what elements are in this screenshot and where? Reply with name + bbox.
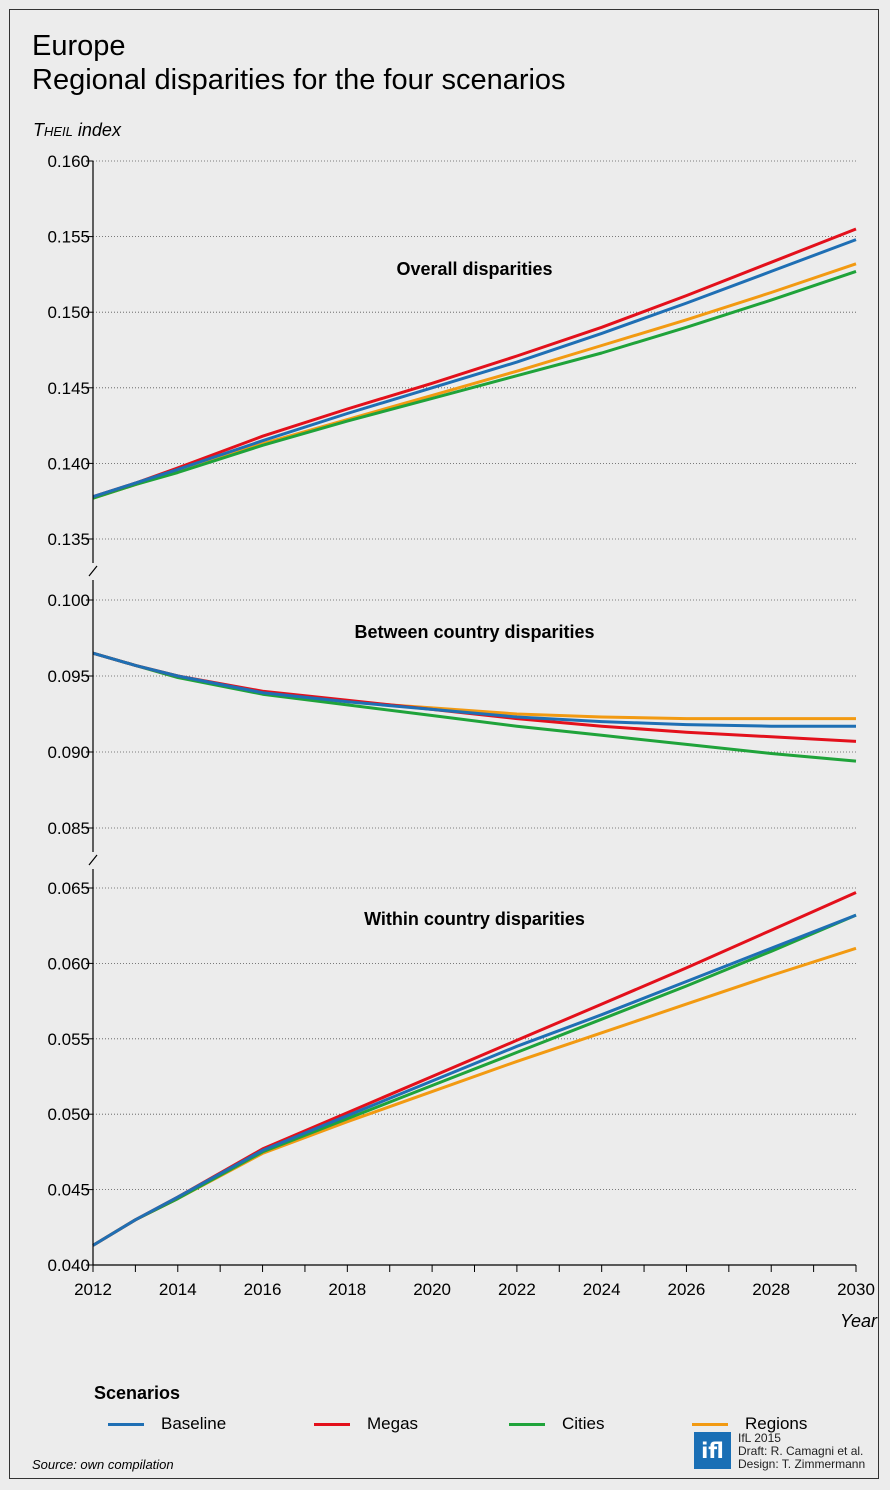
y-tick-label: 0.095 [47, 667, 90, 686]
y-axis-label-theil: Theil [33, 120, 73, 140]
series-line-baseline [92, 913, 857, 1247]
series-line-regions [92, 651, 856, 721]
y-axis-label-index: index [72, 120, 121, 140]
legend-item-baseline: Baseline [108, 1412, 226, 1436]
series-line-baseline [92, 651, 856, 728]
x-tick-label: 2028 [752, 1280, 790, 1299]
x-tick-label: 2014 [159, 1280, 197, 1299]
y-tick-label: 0.085 [47, 819, 90, 838]
y-tick-label: 0.145 [47, 379, 90, 398]
y-tick-label: 0.040 [47, 1256, 90, 1275]
series-line-cities [92, 913, 857, 1247]
panel-title: Within country disparities [364, 909, 585, 929]
credits: IfL 2015 Draft: R. Camagni et al. Design… [738, 1432, 865, 1471]
x-axis-label: Year [840, 1311, 878, 1331]
legend-title: Scenarios [94, 1383, 181, 1403]
y-tick-label: 0.140 [47, 454, 90, 473]
source-note: Source: own compilation [32, 1457, 174, 1472]
x-tick-label: 2012 [74, 1280, 112, 1299]
x-tick-label: 2016 [244, 1280, 282, 1299]
legend-label-baseline: Baseline [161, 1414, 227, 1433]
y-tick-label: 0.045 [47, 1181, 90, 1200]
series-line-cities [92, 651, 857, 763]
credit-line-3: Design: T. Zimmermann [738, 1457, 866, 1471]
legend-item-regions: Regions [692, 1412, 807, 1436]
y-tick-label: 0.065 [47, 879, 90, 898]
y-tick-label: 0.060 [47, 954, 90, 973]
x-tick-label: 2026 [668, 1280, 706, 1299]
series-line-cities [92, 269, 857, 500]
chart-title: Regional disparities for the four scenar… [32, 64, 566, 96]
series-line-megas [92, 651, 857, 743]
y-axis-label: Theil index [33, 120, 121, 141]
y-tick-label: 0.150 [47, 303, 90, 322]
legend-item-cities: Cities [509, 1412, 605, 1436]
legend-label-regions: Regions [745, 1414, 808, 1433]
legend-item-megas: Megas [314, 1412, 418, 1436]
y-tick-label: 0.135 [47, 530, 90, 549]
ifl-logo: ifl [694, 1432, 731, 1469]
y-tick-label: 0.055 [47, 1030, 90, 1049]
legend-swatch-baseline [108, 1422, 144, 1426]
legend-swatch-regions [692, 1422, 728, 1426]
panel-title: Between country disparities [354, 622, 594, 642]
y-tick-label: 0.090 [47, 743, 90, 762]
series-line-baseline [92, 238, 857, 499]
y-tick-label: 0.160 [47, 152, 90, 171]
axis-break-2 [88, 854, 98, 866]
credit-line-2: Draft: R. Camagni et al. [738, 1444, 864, 1458]
chart-frame [9, 9, 879, 1479]
y-tick-label: 0.100 [47, 591, 90, 610]
x-tick-label: 2020 [413, 1280, 451, 1299]
credit-line-1: IfL 2015 [738, 1431, 781, 1445]
legend-swatch-cities [509, 1422, 545, 1426]
panel-title: Overall disparities [396, 259, 552, 279]
y-tick-label: 0.050 [47, 1105, 90, 1124]
chart-supertitle: Europe [32, 30, 126, 62]
axis-break-1 [88, 565, 98, 577]
x-tick-label: 2024 [583, 1280, 621, 1299]
y-tick-label: 0.155 [47, 228, 90, 247]
x-tick-label: 2018 [328, 1280, 366, 1299]
x-tick-label: 2022 [498, 1280, 536, 1299]
x-tick-label: 2030 [837, 1280, 875, 1299]
legend-swatch-megas [314, 1422, 350, 1426]
legend-label-megas: Megas [367, 1414, 419, 1433]
legend-label-cities: Cities [562, 1414, 605, 1433]
series-line-regions [92, 946, 857, 1247]
